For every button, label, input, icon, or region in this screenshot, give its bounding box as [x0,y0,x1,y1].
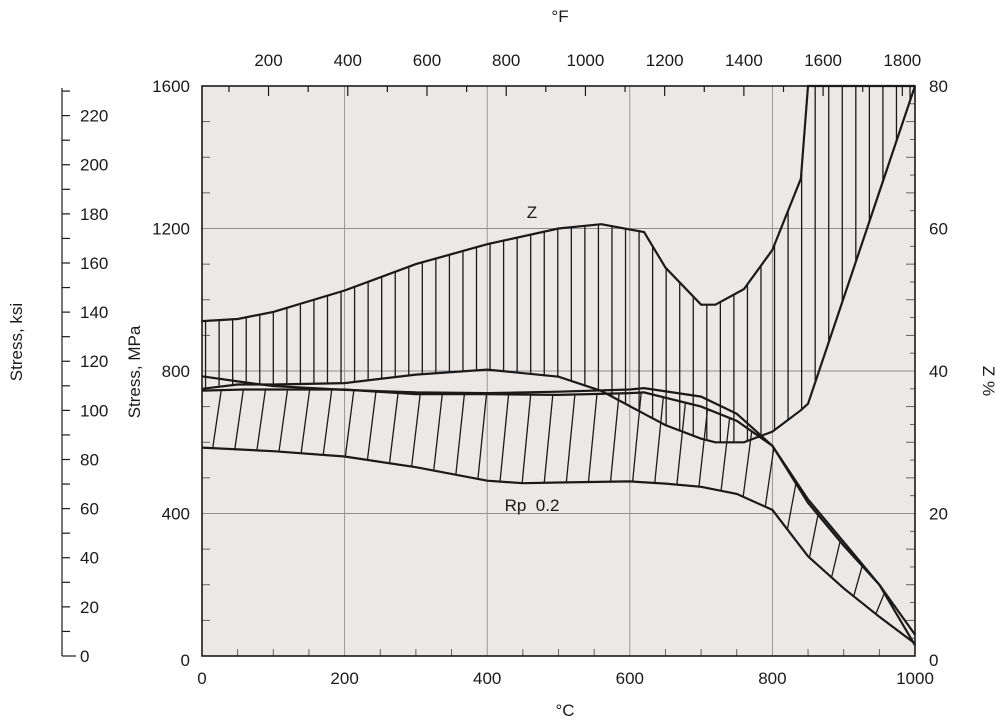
x2-tick-label: 600 [413,51,441,70]
strength-band-hatch-line [654,397,664,483]
ksi-tick-label: 0 [80,647,89,666]
hatch-lines [204,86,911,615]
x2-tick-label: 1800 [883,51,921,70]
annotation-z: Z [527,203,537,222]
strength-band-hatch-line [477,394,488,480]
tensile-lower-curve [201,388,916,646]
strength-band-hatch-line [499,394,510,482]
x-tick-label: 600 [616,669,644,688]
strength-band-hatch-line [455,394,466,475]
x2-axis-title: °F [551,7,568,26]
x-axis-title: °C [555,701,574,720]
y-ksi-axis-title: Stress, ksi [7,303,26,381]
strength-band-hatch-line [853,565,863,597]
x-tick-label: 1000 [896,669,934,688]
strength-band-hatch-line [322,389,333,455]
strength-band-hatch-line [742,431,753,497]
strength-band-hatch-line [632,392,642,482]
strength-band-hatch-line [565,394,576,483]
ksi-tick-label: 80 [80,450,99,469]
series-curves [201,84,917,646]
y2-axis-title: Z % [979,366,995,396]
x2-tick-label: 1600 [804,51,842,70]
z-lower-curve [201,85,917,444]
ksi-tick-label: 220 [80,107,108,126]
strength-band-hatch-line [388,392,399,464]
x2-tick-label: 1000 [567,51,605,70]
strength-band-hatch-line [587,393,598,483]
strength-band-hatch-line [344,390,355,457]
x2-tick-label: 1200 [646,51,684,70]
strength-band-hatch-line [875,592,885,615]
y-tick-label: 1200 [152,220,190,239]
y2-tick-label: 20 [929,505,948,524]
strength-band-hatch-line [366,391,377,461]
strength-band-hatch-line [808,514,819,558]
strength-band-hatch-line [764,447,775,507]
strength-band-hatch-line [410,394,421,467]
plot-frame [201,85,916,657]
z-upper-curve [201,84,915,323]
strength-band-hatch-line [676,402,687,485]
rp02-curve [201,446,916,645]
y2-tick-label: 80 [929,77,948,96]
ksi-tick-label: 100 [80,401,108,420]
x2-tick-label: 200 [254,51,282,70]
ksi-tick-label: 20 [80,598,99,617]
ksi-tick-label: 180 [80,205,108,224]
strength-band-hatch-line [278,389,289,452]
x-tick-label: 400 [473,669,501,688]
x2-tick-label: 400 [334,51,362,70]
x-tick-label: 200 [330,669,358,688]
strength-band-hatch-line [212,390,222,449]
x-tick-label: 0 [197,669,206,688]
minor-ticks [202,86,915,656]
ksi-tick-label: 140 [80,303,108,322]
strength-band-hatch-line [256,389,267,451]
ksi-axis: 0 20 40 60 80 100 120 140 160 180 200 220 [61,88,108,666]
x2-tick-label: 1400 [725,51,763,70]
y-tick-label: 800 [162,362,190,381]
strength-band-hatch-line [830,541,841,578]
ksi-tick-label: 40 [80,549,99,568]
strength-band-hatch-line [521,394,532,484]
grid-lines [202,86,915,656]
strength-band-hatch-line [609,393,620,482]
x2-tick-label: 800 [492,51,520,70]
y2-tick-label: 60 [929,220,948,239]
strength-band-hatch-line [300,389,311,454]
y-axis-title: Stress, MPa [125,325,144,418]
ksi-tick-label: 160 [80,254,108,273]
annotation-rp02: Rp 0.2 [505,496,560,515]
y-tick-label: 1600 [152,77,190,96]
y2-tick-label: 40 [929,362,948,381]
strength-band-hatch-line [720,417,731,491]
ksi-tick-label: 120 [80,352,108,371]
x-tick-label: 800 [758,669,786,688]
y-tick-label: 400 [162,505,190,524]
strength-band-hatch-line [543,394,554,483]
tensile-upper-curve [201,375,916,636]
ksi-tick-label: 200 [80,156,108,175]
strength-band-hatch-line [433,394,443,471]
strength-band-hatch-line [698,409,709,487]
y2-tick-label: 0 [929,651,938,670]
y-tick-label: 0 [181,651,190,670]
strength-band-hatch-line [234,389,244,450]
ksi-tick-label: 60 [80,500,99,519]
strength-band-hatch-line [786,483,797,530]
